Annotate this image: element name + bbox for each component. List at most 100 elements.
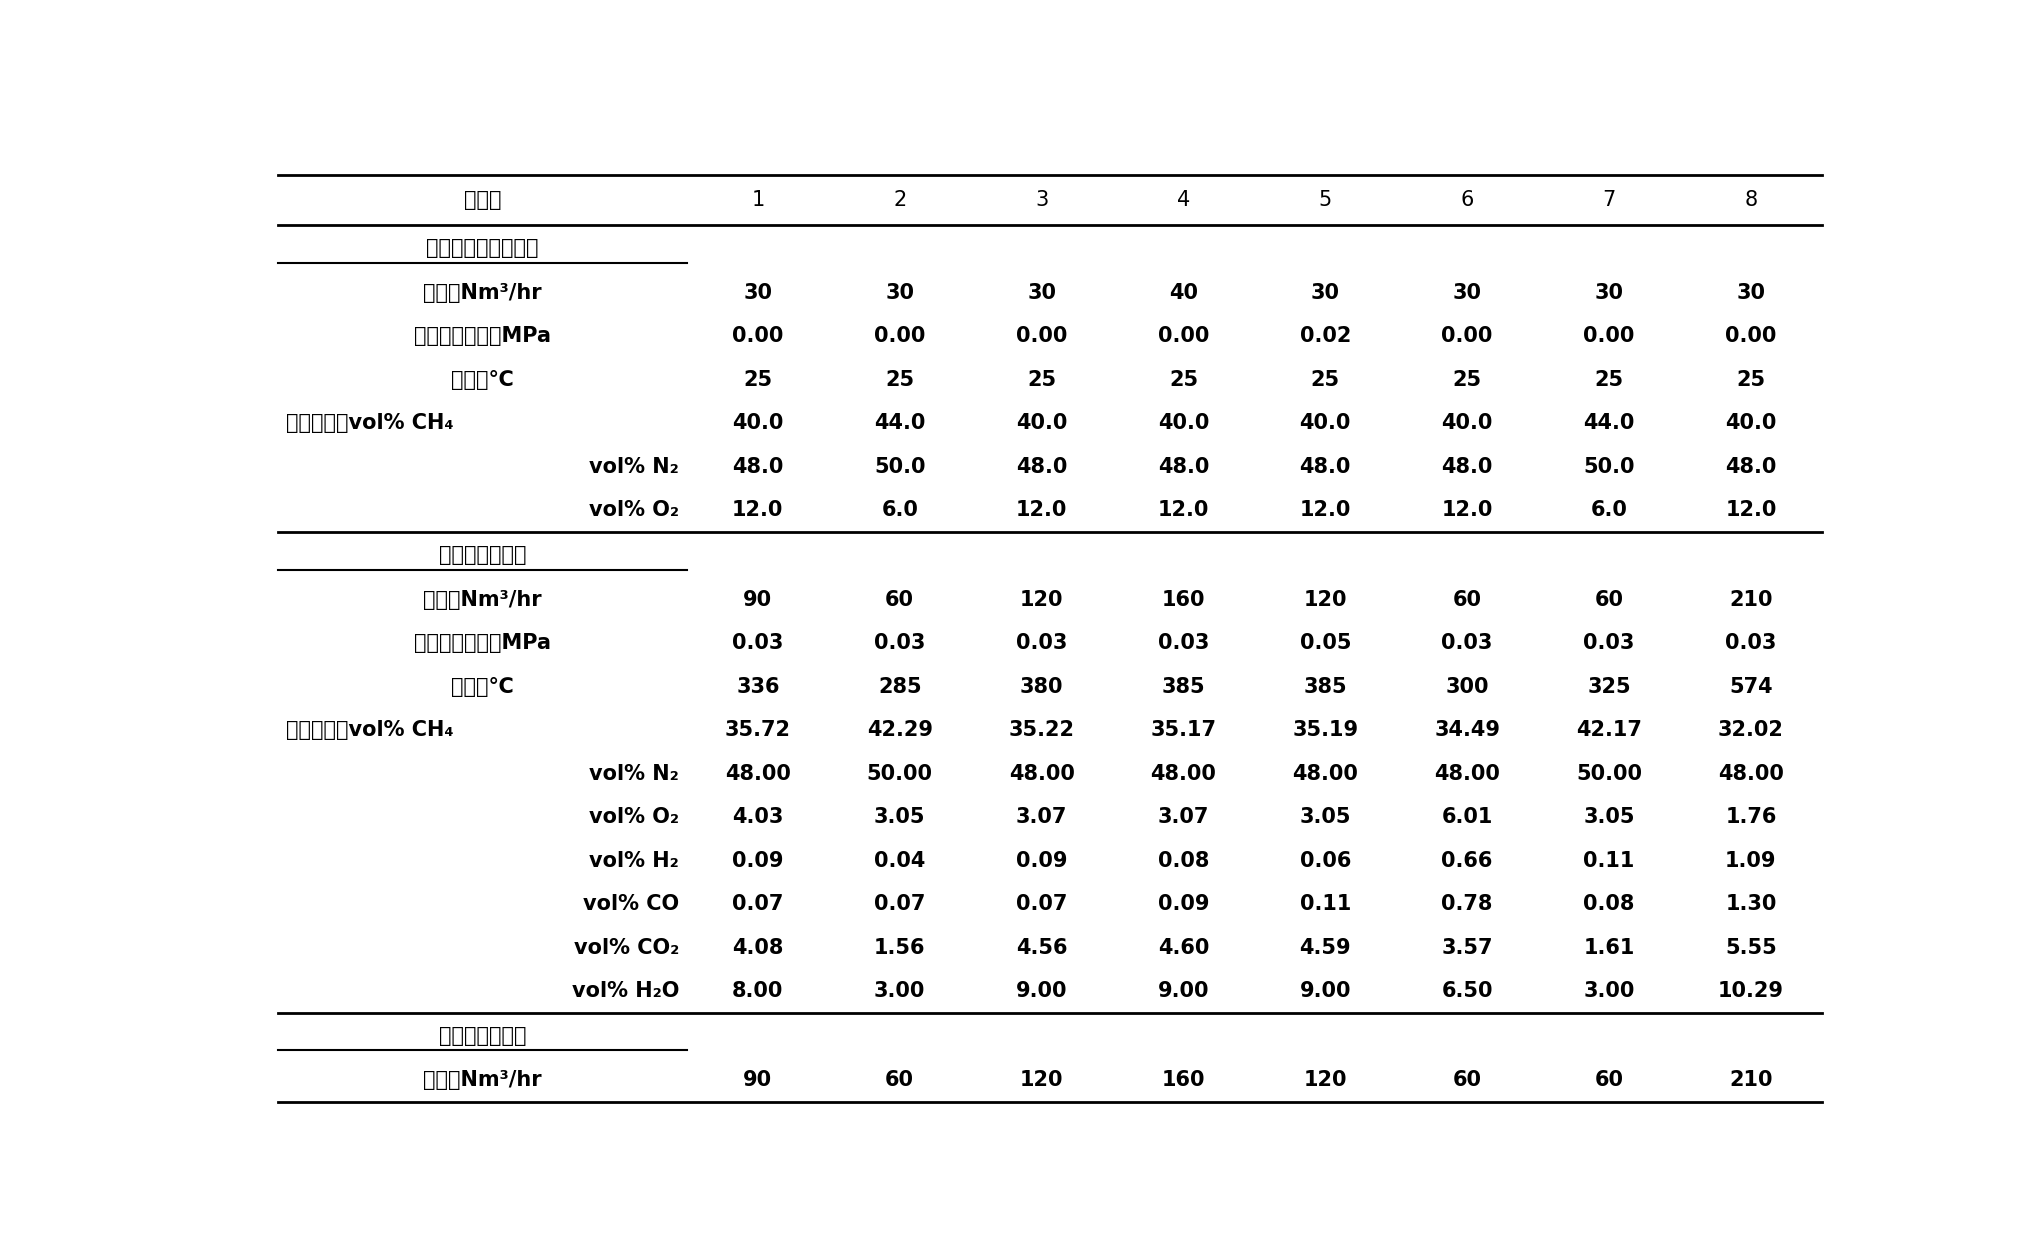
- Text: vol% N₂: vol% N₂: [589, 764, 679, 784]
- Text: 0.07: 0.07: [1016, 894, 1067, 915]
- Text: 574: 574: [1729, 677, 1772, 697]
- Text: 25: 25: [1735, 370, 1764, 390]
- Text: 0.03: 0.03: [732, 633, 782, 653]
- Text: 0.03: 0.03: [874, 633, 925, 653]
- Text: 48.00: 48.00: [1150, 764, 1215, 784]
- Text: vol% O₂: vol% O₂: [589, 501, 679, 521]
- Text: 12.0: 12.0: [732, 501, 782, 521]
- Text: 25: 25: [1593, 370, 1624, 390]
- Text: 380: 380: [1020, 677, 1063, 697]
- Text: 3.05: 3.05: [1298, 808, 1351, 827]
- Text: 48.00: 48.00: [1717, 764, 1782, 784]
- Text: 8: 8: [1743, 190, 1756, 210]
- Text: 0.09: 0.09: [1016, 850, 1067, 871]
- Text: 120: 120: [1020, 1071, 1063, 1091]
- Text: 温度，℃: 温度，℃: [451, 370, 514, 390]
- Text: 反应器入口气：: 反应器入口气：: [439, 545, 526, 565]
- Text: vol% CO₂: vol% CO₂: [573, 937, 679, 957]
- Text: 0.04: 0.04: [874, 850, 925, 871]
- Text: 60: 60: [1453, 590, 1481, 610]
- Text: 48.0: 48.0: [732, 457, 782, 477]
- Text: 4.08: 4.08: [732, 937, 782, 957]
- Text: 48.00: 48.00: [1008, 764, 1075, 784]
- Text: 0.08: 0.08: [1156, 850, 1209, 871]
- Text: 0.00: 0.00: [1583, 326, 1634, 346]
- Text: 1.09: 1.09: [1725, 850, 1776, 871]
- Text: 0.00: 0.00: [1725, 326, 1776, 346]
- Text: 285: 285: [878, 677, 920, 697]
- Text: 35.22: 35.22: [1008, 720, 1075, 740]
- Text: 0.09: 0.09: [732, 850, 782, 871]
- Text: 30: 30: [884, 283, 914, 303]
- Text: 34.49: 34.49: [1433, 720, 1500, 740]
- Text: 60: 60: [1593, 1071, 1624, 1091]
- Text: 25: 25: [884, 370, 914, 390]
- Text: vol% N₂: vol% N₂: [589, 457, 679, 477]
- Text: 1: 1: [752, 190, 764, 210]
- Text: 3.05: 3.05: [1583, 808, 1634, 827]
- Text: 48.00: 48.00: [1433, 764, 1500, 784]
- Text: 48.0: 48.0: [1725, 457, 1776, 477]
- Text: 44.0: 44.0: [1583, 413, 1634, 433]
- Text: 6.0: 6.0: [1589, 501, 1628, 521]
- Text: 40: 40: [1168, 283, 1197, 303]
- Text: 1.56: 1.56: [874, 937, 925, 957]
- Text: 流量，Nm³/hr: 流量，Nm³/hr: [423, 283, 541, 303]
- Text: 3.05: 3.05: [874, 808, 925, 827]
- Text: 4.59: 4.59: [1298, 937, 1351, 957]
- Text: 2: 2: [892, 190, 906, 210]
- Text: 48.0: 48.0: [1016, 457, 1067, 477]
- Text: 48.0: 48.0: [1156, 457, 1209, 477]
- Text: 160: 160: [1160, 590, 1205, 610]
- Text: 0.03: 0.03: [1156, 633, 1209, 653]
- Text: 90: 90: [744, 1071, 772, 1091]
- Text: 50.00: 50.00: [1575, 764, 1642, 784]
- Text: 1.76: 1.76: [1725, 808, 1776, 827]
- Text: 48.0: 48.0: [1298, 457, 1351, 477]
- Text: 1.61: 1.61: [1583, 937, 1634, 957]
- Text: 0.00: 0.00: [1441, 326, 1491, 346]
- Text: 0.07: 0.07: [874, 894, 925, 915]
- Text: 35.19: 35.19: [1292, 720, 1357, 740]
- Text: 30: 30: [744, 283, 772, 303]
- Text: 温度，℃: 温度，℃: [451, 677, 514, 697]
- Text: 实施例: 实施例: [463, 190, 500, 210]
- Text: 9.00: 9.00: [1298, 981, 1351, 1001]
- Text: 48.00: 48.00: [725, 764, 790, 784]
- Text: 4: 4: [1177, 190, 1189, 210]
- Text: 25: 25: [1168, 370, 1197, 390]
- Text: 25: 25: [1026, 370, 1057, 390]
- Text: 48.0: 48.0: [1441, 457, 1491, 477]
- Text: 3.07: 3.07: [1016, 808, 1067, 827]
- Text: 0.00: 0.00: [1016, 326, 1067, 346]
- Text: 6.0: 6.0: [880, 501, 918, 521]
- Text: 210: 210: [1729, 590, 1772, 610]
- Text: 4.56: 4.56: [1016, 937, 1067, 957]
- Text: 12.0: 12.0: [1298, 501, 1351, 521]
- Text: 44.0: 44.0: [874, 413, 925, 433]
- Text: 120: 120: [1020, 590, 1063, 610]
- Text: 0.02: 0.02: [1298, 326, 1351, 346]
- Text: 40.0: 40.0: [1725, 413, 1776, 433]
- Text: 60: 60: [884, 590, 914, 610]
- Text: vol% H₂O: vol% H₂O: [571, 981, 679, 1001]
- Text: 50.0: 50.0: [874, 457, 925, 477]
- Text: 4.03: 4.03: [732, 808, 782, 827]
- Text: 40.0: 40.0: [732, 413, 782, 433]
- Text: 120: 120: [1303, 590, 1347, 610]
- Text: 0.00: 0.00: [1156, 326, 1209, 346]
- Text: 385: 385: [1160, 677, 1205, 697]
- Text: 0.66: 0.66: [1441, 850, 1491, 871]
- Text: 干基组成，vol% CH₄: 干基组成，vol% CH₄: [284, 720, 453, 740]
- Text: 300: 300: [1445, 677, 1487, 697]
- Text: 25: 25: [1311, 370, 1339, 390]
- Text: 0.09: 0.09: [1156, 894, 1209, 915]
- Text: 35.72: 35.72: [725, 720, 790, 740]
- Text: 210: 210: [1729, 1071, 1772, 1091]
- Text: 48.00: 48.00: [1292, 764, 1357, 784]
- Text: 0.03: 0.03: [1441, 633, 1491, 653]
- Text: 0.05: 0.05: [1298, 633, 1351, 653]
- Text: 30: 30: [1026, 283, 1055, 303]
- Text: 30: 30: [1593, 283, 1624, 303]
- Text: 压力（表压），MPa: 压力（表压），MPa: [415, 633, 551, 653]
